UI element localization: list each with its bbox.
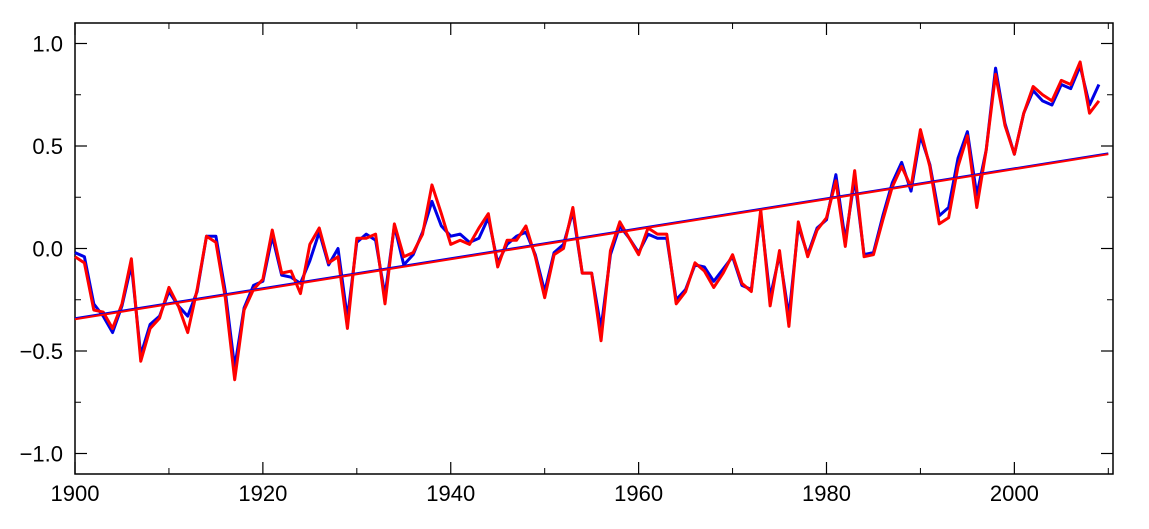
series-layer — [74, 60, 1109, 382]
trend-line-3 — [74, 153, 1109, 321]
plot-frame — [74, 22, 1114, 475]
y-tick-label: 0.0 — [32, 237, 63, 262]
y-tick-label: 0.5 — [32, 134, 63, 159]
x-tick-label: 1940 — [426, 481, 475, 506]
x-tick-label: 1900 — [51, 481, 100, 506]
x-tick-label: 1960 — [614, 481, 663, 506]
y-tick-label: 1.0 — [32, 32, 63, 57]
tick-labels: 1900 1920 1940 1960 1980 2000 −1.0 −0.5 0.0 0.5 1.… — [20, 32, 1039, 507]
y-tick-label: −0.5 — [20, 339, 63, 364]
series-line-1 — [74, 60, 1101, 382]
x-tick-label: 2000 — [990, 481, 1039, 506]
axis-ticks — [74, 23, 1113, 474]
x-tick-label: 1920 — [238, 481, 287, 506]
y-tick-label: −1.0 — [20, 442, 63, 467]
x-tick-label: 1980 — [802, 481, 851, 506]
